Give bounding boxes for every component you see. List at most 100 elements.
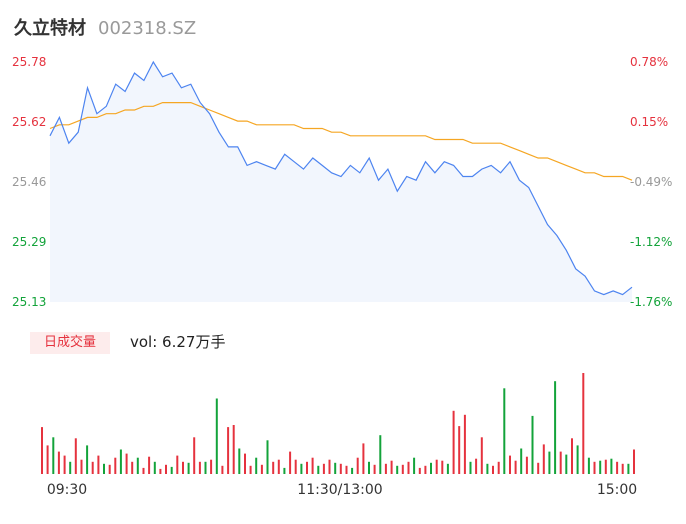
volume-bar (542, 444, 545, 474)
volume-bar (204, 461, 207, 474)
stock-code: 002318.SZ (98, 18, 197, 39)
volume-bar (576, 445, 579, 474)
volume-bar (289, 451, 292, 474)
volume-bar (86, 445, 89, 474)
volume-bar (356, 457, 359, 474)
volume-bar (610, 458, 613, 474)
volume-bar (565, 454, 568, 474)
volume-bar (492, 465, 494, 474)
volume-bar (91, 461, 94, 474)
volume-bar (52, 437, 55, 474)
volume-bar (294, 459, 297, 474)
volume-bar (193, 437, 196, 474)
volume-bar (136, 457, 139, 474)
volume-bar (272, 461, 275, 474)
volume-bar (215, 398, 218, 474)
x-tick-label: 09:30 (47, 482, 87, 498)
volume-bar (345, 465, 348, 474)
y-left-tick-label: 25.62 (12, 115, 46, 129)
volume-bar (418, 467, 421, 474)
volume-bar (413, 457, 416, 474)
volume-bar (170, 466, 173, 474)
volume-bar (153, 461, 156, 474)
volume-bar (317, 465, 320, 474)
volume-badge[interactable]: 日成交量 (30, 332, 110, 354)
price-line (49, 60, 633, 296)
volume-bar (452, 410, 455, 474)
volume-bar (227, 427, 230, 474)
volume-bar (430, 462, 432, 474)
volume-bar (463, 414, 466, 474)
x-tick-label: 15:00 (597, 482, 637, 498)
volume-bar (300, 463, 303, 474)
x-tick-label: 11:30/13:00 (297, 482, 382, 498)
volume-bar (328, 459, 331, 474)
volume-bar (238, 448, 241, 474)
volume-bar (475, 458, 478, 474)
volume-bar (232, 425, 235, 474)
stock-title: 久立特材 002318.SZ (14, 14, 196, 40)
volume-bar (446, 463, 449, 474)
volume-bar (74, 438, 77, 474)
y-left-tick-label: 25.13 (12, 295, 46, 309)
volume-bar (390, 460, 393, 474)
volume-bar (362, 443, 365, 474)
volume-bar (503, 388, 506, 474)
volume-bar (103, 463, 105, 474)
volume-bar (531, 415, 534, 474)
volume-bar (210, 459, 213, 474)
y-left-tick-label: 25.78 (12, 55, 46, 69)
volume-bar (69, 461, 72, 474)
volume-bar (334, 462, 337, 474)
volume-bar (260, 464, 263, 474)
volume-bar (80, 459, 83, 474)
volume-bar (311, 457, 314, 474)
volume-bar (604, 459, 607, 474)
volume-bar (458, 426, 461, 474)
volume-bar (108, 464, 111, 474)
volume-bar (221, 465, 224, 474)
volume-bar (176, 455, 179, 474)
volume-bar (548, 451, 551, 474)
y-left-tick-label: 25.29 (12, 235, 46, 249)
volume-bar (525, 456, 528, 474)
volume-bar (379, 435, 382, 474)
volume-bar (131, 461, 134, 474)
volume-bar (97, 455, 100, 474)
volume-bar (63, 455, 66, 474)
volume-bar (114, 457, 117, 474)
volume-bar (424, 465, 427, 474)
y-right-tick-label: -0.49% (630, 175, 672, 189)
volume-bar (559, 451, 562, 474)
volume-bar (587, 457, 590, 474)
volume-bar (46, 445, 49, 474)
volume-bar (480, 437, 483, 474)
volume-bar (407, 461, 410, 474)
volume-bar (373, 464, 376, 474)
volume-bar (621, 463, 624, 474)
volume-bar (277, 459, 280, 474)
average-price-line (49, 102, 633, 181)
volume-bar (384, 463, 387, 474)
volume-bar (57, 451, 60, 474)
volume-bar (593, 461, 596, 474)
volume-bar (554, 381, 557, 474)
volume-bar (627, 463, 630, 474)
volume-bar (339, 463, 342, 474)
volume-bar (396, 465, 399, 474)
y-right-tick-label: 0.78% (630, 55, 668, 69)
volume-bar (244, 453, 246, 474)
volume-bar (368, 461, 370, 474)
volume-bar (509, 455, 511, 474)
volume-bar (182, 461, 184, 474)
volume-bar (537, 462, 540, 474)
volume-bar (283, 467, 286, 474)
volume-bar (159, 468, 162, 474)
y-right-tick-label: 0.15% (630, 115, 668, 129)
volume-bar (198, 461, 201, 474)
volume-bar (165, 464, 167, 474)
y-right-tick-label: -1.76% (630, 295, 672, 309)
volume-bar (306, 461, 308, 474)
y-right-tick-label: -1.12% (630, 235, 672, 249)
